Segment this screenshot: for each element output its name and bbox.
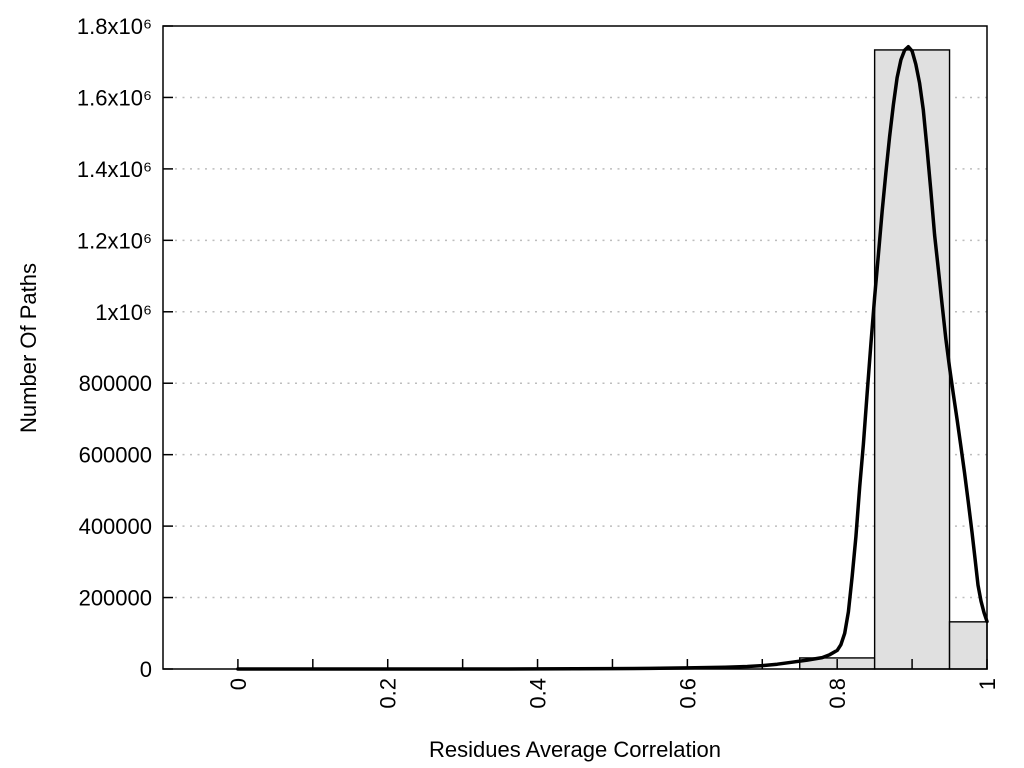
y-tick-label: 600000 — [79, 443, 152, 468]
y-tick-label: 1x10⁶ — [95, 300, 152, 325]
y-tick-label: 1.2x10⁶ — [77, 228, 152, 253]
x-tick-label: 0.8 — [825, 678, 850, 709]
x-tick-label: 0.6 — [675, 678, 700, 709]
histogram-bar — [873, 49, 951, 670]
x-tick-labels: 0 0.2 0.4 0.6 0.8 1 — [226, 678, 1000, 709]
y-tick-label: 400000 — [79, 514, 152, 539]
y-tick-label: 1.8x10⁶ — [77, 14, 152, 39]
x-axis-title: Residues Average Correlation — [429, 737, 721, 762]
x-tick-label: 0 — [226, 678, 251, 690]
y-axis-title: Number Of Paths — [16, 263, 41, 433]
histogram-bars — [799, 49, 988, 670]
gridlines — [175, 96, 987, 599]
x-tick-label: 1 — [975, 678, 1000, 690]
y-tick-label: 1.6x10⁶ — [77, 85, 152, 110]
axes — [162, 25, 988, 670]
y-tick-labels: 0 200000 400000 600000 800000 1x10⁶ 1.2x10⁶ 1.4… — [77, 14, 152, 682]
x-tick-label: 0.2 — [376, 678, 401, 709]
y-tick-label: 1.4x10⁶ — [77, 157, 152, 182]
histogram-bar — [948, 621, 988, 670]
plot-border — [162, 25, 988, 670]
y-tick-label: 800000 — [79, 371, 152, 396]
y-tick-label: 200000 — [79, 586, 152, 611]
y-tick-label: 0 — [140, 657, 152, 682]
x-tick-label: 0.4 — [526, 678, 551, 709]
